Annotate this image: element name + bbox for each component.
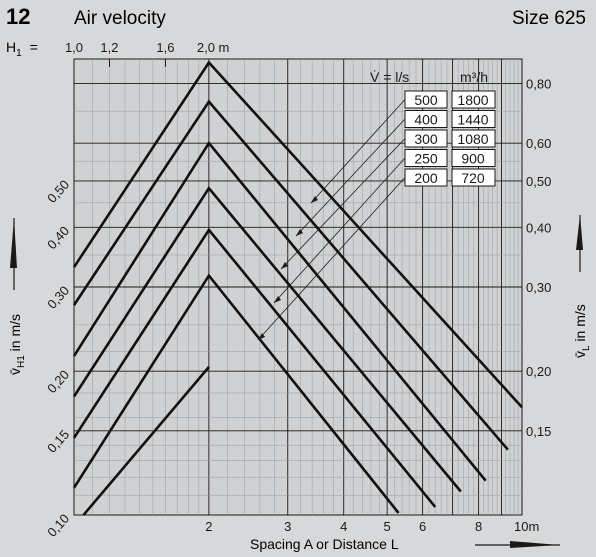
left-tick-label: 0,30 bbox=[44, 283, 72, 312]
leader-line bbox=[280, 138, 406, 270]
right-tick-label: 0,80 bbox=[526, 76, 551, 91]
right-tick-label: 0,40 bbox=[526, 220, 551, 235]
x-axis-arrow bbox=[475, 541, 560, 548]
chart-number: 12 bbox=[6, 4, 30, 29]
table-cell-ls: 200 bbox=[414, 170, 438, 186]
x-axis-ticks: 2 3 4 5 6 8 10m bbox=[205, 519, 539, 534]
table-cell-m3h: 1080 bbox=[457, 131, 488, 147]
x-tick-label: 3 bbox=[284, 519, 291, 534]
h1-tick-label: 1,0 bbox=[65, 40, 83, 55]
leader-arrowhead bbox=[274, 296, 281, 303]
table-header-ls: V̇ = l/s bbox=[370, 69, 409, 85]
series-line-7 bbox=[72, 60, 523, 409]
table-cell-ls: 500 bbox=[414, 92, 438, 108]
right-axis-label-group: v̄L in m/s bbox=[572, 215, 592, 358]
h1-tick-label: 1,6 bbox=[156, 40, 174, 55]
table-cell-m3h: 1440 bbox=[457, 112, 488, 128]
left-axis-arrow bbox=[10, 218, 17, 290]
chart-title: Air velocity bbox=[74, 8, 166, 29]
x-tick-label: 6 bbox=[419, 519, 426, 534]
table-header-m3h: m³/h bbox=[460, 69, 488, 85]
table-cell-m3h-box bbox=[451, 129, 496, 148]
x-tick-label: 5 bbox=[384, 519, 391, 534]
leader-line bbox=[295, 118, 406, 237]
grid bbox=[74, 59, 523, 515]
left-axis-label: v̄H1 in m/s bbox=[7, 314, 27, 375]
leader-line bbox=[257, 177, 406, 341]
x-tick-label: 2 bbox=[205, 519, 212, 534]
right-tick-label: 0,50 bbox=[526, 174, 551, 189]
left-axis-label-text: in m/s bbox=[7, 314, 23, 355]
table-cell-ls: 300 bbox=[414, 131, 438, 147]
left-axis-ticks: 0,10 0,15 0,20 0,30 0,40 0,50 bbox=[44, 177, 72, 540]
left-axis-label-sub: H1 bbox=[16, 355, 27, 368]
left-axis-label-group: v̄H1 in m/s bbox=[7, 218, 27, 375]
table-rows: 500 1800 400 1440 300 1080 250 900 200 720 bbox=[404, 90, 496, 187]
series-line-2 bbox=[72, 273, 400, 514]
h1-label-eq: = bbox=[30, 39, 38, 55]
series-line-6 bbox=[72, 99, 509, 451]
right-axis-label: v̄L in m/s bbox=[572, 304, 592, 358]
x-tick-label: 8 bbox=[475, 519, 482, 534]
series-line-3 bbox=[72, 227, 437, 508]
right-axis-label-text: in m/s bbox=[572, 304, 588, 345]
right-axis-label-sub: L bbox=[581, 345, 592, 351]
table-cell-m3h: 1800 bbox=[457, 92, 488, 108]
x-tick-label: 10m bbox=[514, 519, 539, 534]
h1-tick-label: 2,0 m bbox=[197, 40, 230, 55]
left-tick-label: 0,10 bbox=[44, 511, 72, 540]
h1-label: H1 = bbox=[6, 39, 38, 59]
h1-ticks: 1,0 1,2 1,6 2,0 m bbox=[65, 40, 229, 55]
right-tick-label: 0,60 bbox=[526, 136, 551, 151]
h1-tick-label: 1,2 bbox=[100, 40, 118, 55]
table-cell-m3h: 720 bbox=[461, 170, 485, 186]
chart-size: Size 625 bbox=[512, 8, 586, 29]
leader-arrowhead bbox=[296, 229, 303, 236]
left-tick-label: 0,50 bbox=[44, 177, 72, 206]
h1-label-h: H bbox=[6, 39, 16, 55]
right-axis-label-symbol: v̄ bbox=[572, 351, 588, 358]
right-axis-ticks: 0,15 0,20 0,30 0,40 0,50 0,60 0,80 bbox=[526, 76, 551, 438]
leader-lines bbox=[257, 99, 406, 341]
table-cell-ls: 400 bbox=[414, 112, 438, 128]
left-tick-label: 0,15 bbox=[44, 427, 72, 456]
table-cell-m3h: 900 bbox=[461, 151, 485, 167]
table-cell-ls: 250 bbox=[414, 151, 438, 167]
left-tick-label: 0,40 bbox=[44, 223, 72, 252]
series-line-4 bbox=[72, 186, 462, 493]
table-cell-m3h-box bbox=[451, 149, 496, 167]
left-tick-label: 0,20 bbox=[44, 367, 72, 396]
right-tick-label: 0,15 bbox=[526, 424, 551, 439]
series-line-1 bbox=[82, 366, 210, 516]
right-tick-label: 0,20 bbox=[526, 364, 551, 379]
right-tick-label: 0,30 bbox=[526, 280, 551, 295]
table-cell-m3h-box bbox=[451, 110, 496, 128]
table-cell-m3h-box bbox=[451, 90, 496, 109]
series-lines bbox=[72, 60, 523, 516]
left-axis-label-symbol: v̄ bbox=[7, 368, 23, 375]
series-line-5 bbox=[72, 140, 487, 482]
leader-line bbox=[310, 99, 406, 204]
leader-arrowhead bbox=[281, 262, 288, 269]
x-axis-label: Spacing A or Distance L bbox=[250, 536, 399, 552]
leader-line bbox=[273, 157, 406, 304]
table-cell-m3h-box bbox=[451, 168, 496, 187]
leader-arrowhead bbox=[311, 196, 318, 203]
h1-label-sub: 1 bbox=[16, 48, 22, 59]
x-tick-label: 4 bbox=[340, 519, 347, 534]
flow-table: V̇ = l/s m³/h 500 1800 400 1440 300 1080 250 90… bbox=[370, 69, 496, 187]
right-axis-arrow bbox=[576, 215, 583, 272]
leader-arrowhead bbox=[258, 333, 265, 340]
